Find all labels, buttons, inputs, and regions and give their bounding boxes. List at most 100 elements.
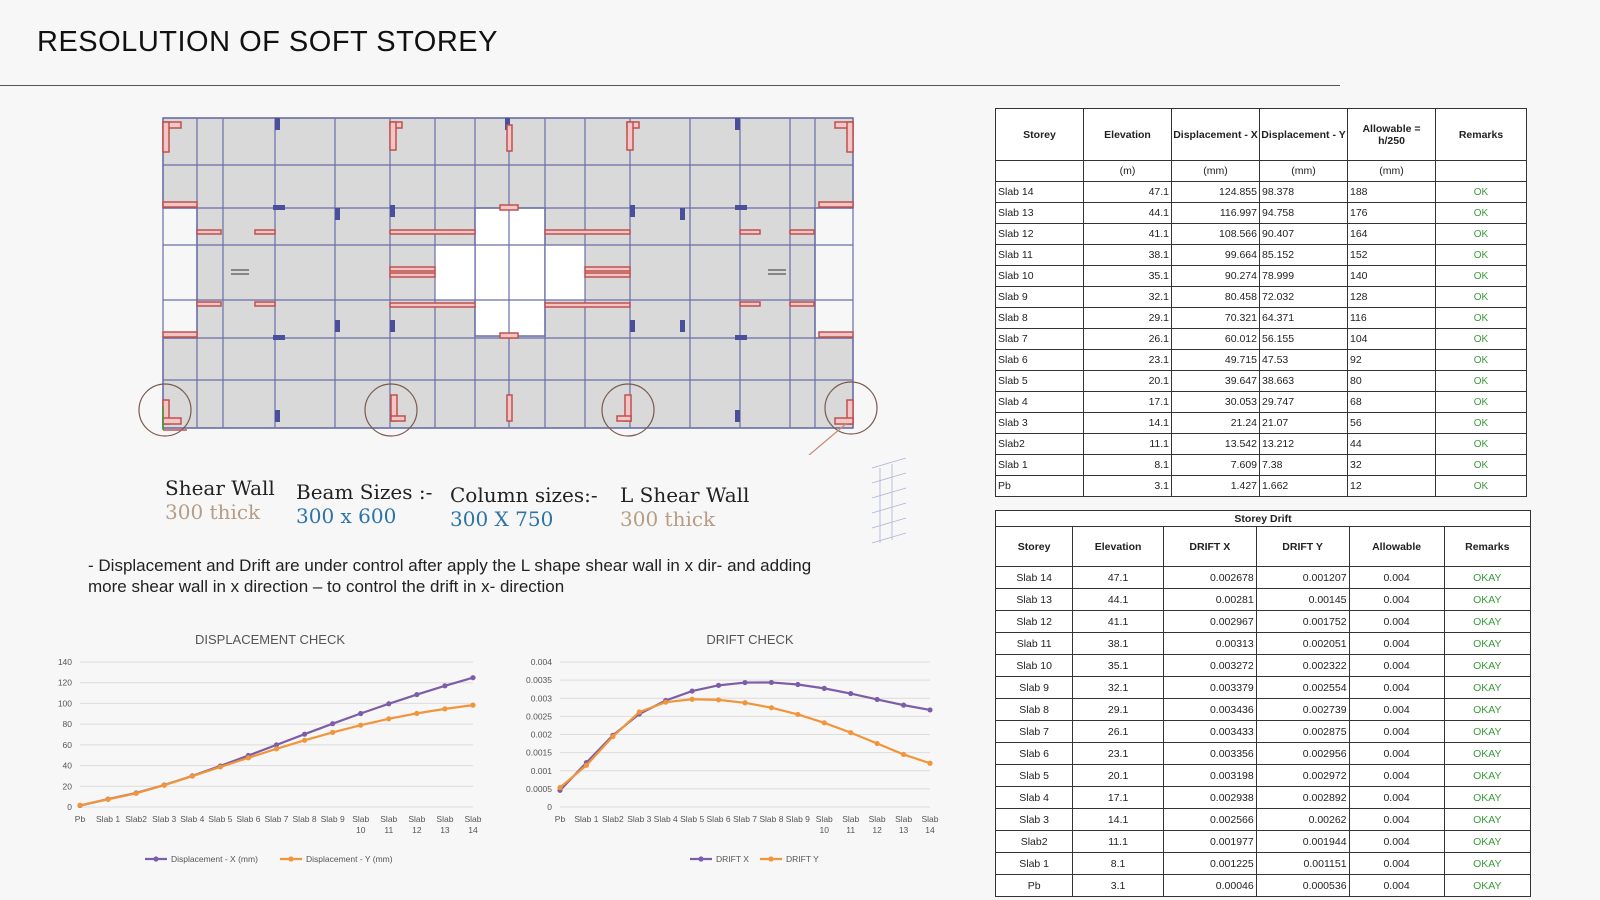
displacement-table-cell-allowable: 176	[1347, 202, 1436, 224]
data-point	[927, 707, 933, 713]
drift-table-cell-storey: Slab 13	[994, 588, 1074, 611]
displacement-chart: 0 20 40 60 80 100 120 140 Pb Slab 1 Slab2 Slab 3 Sla…	[58, 657, 482, 864]
y-tick-label: 120	[58, 678, 72, 688]
beam-size-value: 300 x 600	[296, 504, 397, 528]
displacement-table-cell-allowable: 56	[1347, 412, 1436, 434]
legend-marker	[768, 856, 774, 862]
data-point	[414, 691, 420, 698]
drift-table-cell-elevation: 23.1	[1072, 742, 1164, 765]
displacement-table-cell-value-x: 13.542	[1171, 433, 1260, 455]
drift-table-cell-allowable: 0.004	[1348, 676, 1445, 699]
series-line-y	[79, 704, 474, 807]
x-tick-label: Slab 1	[96, 814, 120, 824]
drift-table-header-value-x: DRIFT X	[1162, 526, 1257, 567]
table-row: Slab 10 35.1 0.003272 0.002322 0.004 OKAY	[994, 654, 1532, 677]
drift-table-cell-value-y: 0.001944	[1255, 830, 1350, 853]
table-row: Slab 9 32.1 80.458 72.032 128 OK	[995, 286, 1527, 308]
shear-wall-key: Shear Wall	[165, 476, 275, 500]
x-tick-label-line: Pb	[555, 814, 566, 824]
drift-table-cell-elevation: 8.1	[1072, 852, 1164, 875]
x-tick-label-line: Slab 8	[293, 814, 317, 824]
drift-chart-title: DRIFT CHECK	[706, 632, 794, 647]
drift-table-caption-row: Storey Drift	[995, 510, 1531, 527]
shear-wall-value: 300 thick	[165, 500, 261, 524]
legend-marker	[288, 856, 294, 862]
column-size-legend: Column sizes:- 300 X 750	[450, 483, 598, 531]
data-point	[273, 742, 280, 748]
drift-table-cell-value-x: 0.003433	[1162, 720, 1257, 743]
drift-table-cell-remarks: OKAY	[1443, 698, 1532, 721]
drift-table-cell-value-x: 0.002938	[1162, 786, 1257, 809]
x-tick-label-line: 10	[356, 825, 366, 835]
drift-table-cell-remarks: OKAY	[1443, 874, 1532, 897]
displacement-table-cell-remarks: OK	[1435, 433, 1527, 455]
l-shear-wall-key: L Shear Wall	[620, 483, 750, 507]
legend-label: DRIFT Y	[786, 854, 819, 864]
page-title: RESOLUTION OF SOFT STOREY	[37, 26, 498, 58]
x-tick-label-line: Slab	[895, 814, 912, 824]
x-tick-label: Slab 5	[208, 814, 232, 824]
displacement-table-cell-value-x: 108.566	[1171, 223, 1260, 245]
table-row: Slab 13 44.1 116.997 94.758 176 OK	[995, 202, 1527, 224]
drift-table-cell-storey: Slab 3	[994, 808, 1074, 831]
displacement-table-cell-elevation: 38.1	[1083, 244, 1172, 266]
drift-table-cell-allowable: 0.004	[1348, 610, 1445, 633]
drift-table-cell-allowable: 0.004	[1348, 566, 1445, 589]
displacement-table-cell-remarks: OK	[1435, 370, 1527, 392]
table-row: Slab2 11.1 0.001977 0.001944 0.004 OKAY	[994, 830, 1532, 853]
column-size-value: 300 X 750	[450, 507, 554, 531]
drift-table-cell-storey: Slab 7	[994, 720, 1074, 743]
y-tick-label: 60	[63, 740, 73, 750]
y-tick-label: 0.002	[531, 730, 553, 740]
drift-table-cell-value-y: 0.002739	[1255, 698, 1350, 721]
data-point	[768, 705, 775, 711]
table-row: Slab 6 23.1 0.003356 0.002956 0.004 OKAY	[994, 742, 1532, 765]
displacement-table-cell-value-x: 70.321	[1171, 307, 1260, 329]
table-row: Slab2 11.1 13.542 13.212 44 OK	[995, 433, 1527, 455]
drift-table-cell-remarks: OKAY	[1443, 632, 1532, 655]
displacement-table-unit-elevation: (m)	[1083, 160, 1172, 182]
pointer-line	[808, 422, 848, 455]
displacement-table-cell-remarks: OK	[1435, 265, 1527, 287]
drift-table-cell-value-x: 0.001977	[1162, 830, 1257, 853]
drift-table-cell-elevation: 35.1	[1072, 654, 1164, 677]
x-tick-label-line: Slab 7	[733, 814, 757, 824]
drift-table-cell-value-y: 0.002051	[1255, 632, 1350, 655]
drift-table-caption: Storey Drift	[995, 510, 1531, 527]
displacement-table-cell-storey: Slab 11	[995, 244, 1084, 266]
drift-table-cell-value-y: 0.002554	[1255, 676, 1350, 699]
displacement-table-cell-value-x: 60.012	[1171, 328, 1260, 350]
drift-table-cell-elevation: 38.1	[1072, 632, 1164, 655]
displacement-table-cell-allowable: 140	[1347, 265, 1436, 287]
displacement-table-header: Storey Elevation Displacement - X Displacem…	[995, 108, 1527, 161]
displacement-table-cell-value-y: 7.38	[1259, 454, 1348, 476]
displacement-table-cell-value-x: 99.664	[1171, 244, 1260, 266]
x-tick-label: Slab 3	[152, 814, 176, 824]
table-row: Slab 12 41.1 0.002967 0.001752 0.004 OKAY	[994, 610, 1532, 633]
drift-table-cell-remarks: OKAY	[1443, 720, 1532, 743]
displacement-table-unit-remarks	[1435, 160, 1527, 182]
displacement-table-cell-elevation: 41.1	[1083, 223, 1172, 245]
displacement-table-cell-storey: Slab 7	[995, 328, 1084, 350]
table-row: Slab 5 20.1 39.647 38.663 80 OK	[995, 370, 1527, 392]
data-point	[245, 755, 252, 761]
displacement-table-cell-remarks: OK	[1435, 349, 1527, 371]
table-row: Slab 7 26.1 60.012 56.155 104 OK	[995, 328, 1527, 350]
drift-table-cell-allowable: 0.004	[1348, 588, 1445, 611]
displacement-table-cell-allowable: 128	[1347, 286, 1436, 308]
displacement-table-cell-remarks: OK	[1435, 454, 1527, 476]
drift-chart: 0 0.0005 0.001 0.0015 0.002 0.0025 0.003 0.0035…	[526, 657, 939, 864]
x-tick-label: Slab 1	[574, 814, 598, 824]
drift-table-cell-remarks: OKAY	[1443, 852, 1532, 875]
y-tick-label: 0.004	[531, 657, 553, 667]
y-tick-label: 40	[63, 761, 73, 771]
x-tick-label-line: Slab 9	[786, 814, 810, 824]
drift-table-cell-storey: Slab 11	[994, 632, 1074, 655]
data-point	[358, 710, 364, 717]
y-tick-label: 0.0005	[526, 784, 552, 794]
data-point	[715, 682, 722, 688]
legend-entry: Displacement - X (mm)	[145, 854, 258, 864]
